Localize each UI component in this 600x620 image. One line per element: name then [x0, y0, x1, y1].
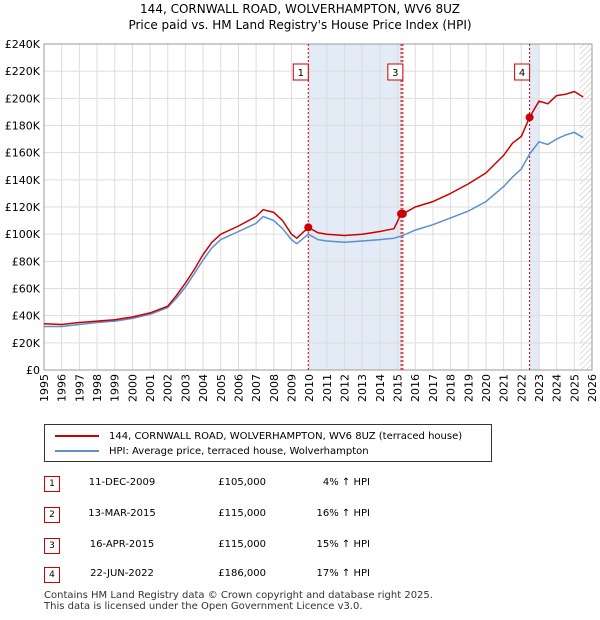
- y-tick-label: £220K: [5, 65, 41, 78]
- sale-point: [304, 223, 313, 232]
- marker-badge: [387, 63, 404, 81]
- transaction-number: 3: [44, 538, 60, 554]
- x-tick-label: 2006: [232, 374, 245, 402]
- x-tick-label: 2023: [533, 374, 546, 402]
- transaction-price: £115,000: [218, 539, 266, 550]
- y-tick-label: £100K: [5, 228, 41, 241]
- chart-subtitle: Price paid vs. HM Land Registry's House …: [128, 18, 472, 32]
- transaction-date: 11-DEC-2009: [88, 477, 156, 488]
- x-tick-label: 2000: [126, 374, 139, 402]
- x-tick-label: 2024: [551, 374, 564, 402]
- chart-title: 144, CORNWALL ROAD, WOLVERHAMPTON, WV6 8…: [140, 2, 460, 16]
- transaction-hpi: 17% ↑ HPI: [316, 568, 370, 579]
- transaction-row: 4 22-JUN-2022 £186,000 17% ↑ HPI: [0, 567, 600, 587]
- price-chart: £0 £20K £40K £60K £80K £100K £120K £140K £160K £1…: [5, 38, 599, 402]
- x-tick-label: 2011: [321, 374, 334, 402]
- transaction-number: 2: [44, 507, 60, 523]
- plot-frame: [43, 43, 593, 371]
- transaction-number: 4: [44, 567, 60, 583]
- y-tick-label: £40K: [12, 310, 41, 323]
- x-tick-label: 1995: [38, 374, 51, 402]
- x-tick-label: 2022: [515, 374, 528, 402]
- x-tick-label: 2004: [197, 374, 210, 402]
- y-tick-label: £120K: [5, 201, 41, 214]
- x-tick-label: 2003: [179, 374, 192, 402]
- y-tick-label: £0: [26, 364, 40, 377]
- y-tick-label: £200K: [5, 92, 41, 105]
- x-tick-label: 2010: [303, 374, 316, 402]
- transaction-price: £115,000: [218, 508, 266, 519]
- marker-badge-label: 4: [519, 68, 525, 79]
- x-tick-label: 2007: [250, 374, 263, 402]
- x-tick-label: 2020: [480, 374, 493, 402]
- legend-item-hpi: HPI: Average price, terraced house, Wolv…: [45, 444, 369, 458]
- y-tick-label: £180K: [5, 120, 41, 133]
- transaction-date: 16-APR-2015: [89, 539, 155, 550]
- x-tick-label: 1996: [56, 374, 69, 402]
- sale-point: [398, 209, 407, 218]
- x-tick-label: 2021: [498, 374, 511, 402]
- y-tick-label: £140K: [5, 174, 41, 187]
- marker-badge-label: 3: [392, 68, 398, 79]
- x-tick-label: 2001: [144, 374, 157, 402]
- x-tick-label: 2009: [285, 374, 298, 402]
- transaction-row: 2 13-MAR-2015 £115,000 16% ↑ HPI: [0, 507, 600, 527]
- x-tick-label: 2012: [339, 374, 352, 402]
- marker-badge: [514, 63, 531, 81]
- x-tick-label: 2019: [462, 374, 475, 402]
- marker-badge: [292, 63, 309, 81]
- legend-label-hpi: HPI: Average price, terraced house, Wolv…: [109, 445, 369, 457]
- series-line-property: [43, 90, 584, 326]
- y-tick-label: £80K: [12, 255, 41, 268]
- x-tick-label: 1997: [73, 374, 86, 402]
- legend-label-property: 144, CORNWALL ROAD, WOLVERHAMPTON, WV6 8…: [109, 430, 463, 442]
- x-tick-label: 2014: [374, 374, 387, 402]
- sale-point: [525, 113, 534, 122]
- x-tick-label: 2002: [162, 374, 175, 402]
- x-tick-label: 2013: [356, 374, 369, 402]
- y-tick-label: £60K: [12, 283, 41, 296]
- y-tick-label: £160K: [5, 147, 41, 160]
- transaction-price: £186,000: [218, 568, 266, 579]
- transaction-date: 13-MAR-2015: [88, 508, 156, 519]
- x-tick-label: 2018: [445, 374, 458, 402]
- series-line-hpi: [44, 131, 584, 328]
- transaction-row: 3 16-APR-2015 £115,000 15% ↑ HPI: [0, 538, 600, 558]
- x-tick-label: 1999: [109, 374, 122, 402]
- x-tick-label: 2015: [392, 374, 405, 402]
- x-tick-label: 2017: [427, 374, 440, 402]
- x-tick-label: 2005: [215, 374, 228, 402]
- legend: 144, CORNWALL ROAD, WOLVERHAMPTON, WV6 8…: [44, 424, 492, 462]
- x-tick-label: 2025: [568, 374, 581, 402]
- x-tick-label: 2026: [586, 374, 599, 402]
- transaction-hpi: 16% ↑ HPI: [316, 508, 370, 519]
- transaction-hpi: 4% ↑ HPI: [322, 477, 370, 488]
- y-tick-label: £240K: [5, 38, 41, 51]
- transaction-hpi: 15% ↑ HPI: [316, 539, 370, 550]
- x-tick-label: 2008: [268, 374, 281, 402]
- transaction-date: 22-JUN-2022: [90, 568, 154, 579]
- footer-copyright: Contains HM Land Registry data © Crown c…: [44, 590, 433, 601]
- y-tick-label: £20K: [12, 337, 41, 350]
- legend-swatch-red: [55, 435, 99, 437]
- transaction-row: 1 11-DEC-2009 £105,000 4% ↑ HPI: [0, 476, 600, 496]
- footer-licence: This data is licensed under the Open Gov…: [44, 601, 363, 612]
- transaction-number: 1: [44, 476, 60, 492]
- footer: Contains HM Land Registry data © Crown c…: [44, 590, 433, 612]
- marker-badge-label: 1: [298, 68, 304, 79]
- legend-swatch-blue: [55, 450, 99, 452]
- x-tick-label: 1998: [91, 374, 104, 402]
- transaction-price: £105,000: [218, 477, 266, 488]
- x-tick-label: 2016: [409, 374, 422, 402]
- legend-item-property: 144, CORNWALL ROAD, WOLVERHAMPTON, WV6 8…: [45, 429, 462, 443]
